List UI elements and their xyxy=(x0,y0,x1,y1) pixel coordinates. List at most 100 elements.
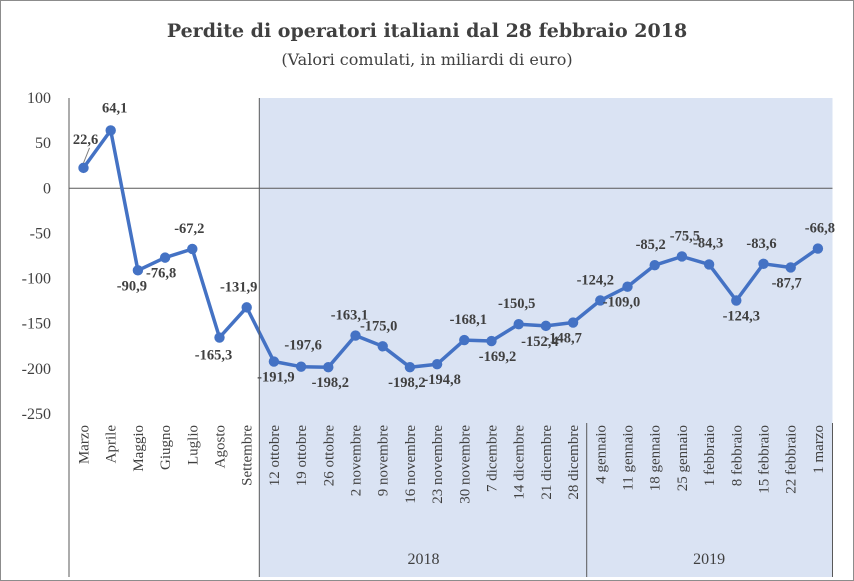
data-label: -197,6 xyxy=(284,338,321,354)
x-tick-label: 15 febbraio xyxy=(757,425,773,494)
x-tick-label: 19 ottobre xyxy=(294,425,310,487)
data-label: -165,3 xyxy=(195,348,232,364)
data-point xyxy=(622,281,633,292)
data-point xyxy=(513,318,524,330)
x-tick-label: Maggio xyxy=(131,425,147,472)
data-point xyxy=(431,358,443,370)
x-tick-label: Luglio xyxy=(185,425,201,465)
y-tick-label: -250 xyxy=(22,406,51,423)
data-label: 64,1 xyxy=(102,100,127,116)
data-point xyxy=(78,162,89,174)
x-tick-label: 4 gennaio xyxy=(593,425,609,484)
data-label: 22,6 xyxy=(73,132,98,148)
data-label: -169,2 xyxy=(479,349,516,365)
data-point xyxy=(703,259,715,270)
data-point xyxy=(187,243,198,255)
data-label: -76,8 xyxy=(146,266,176,282)
data-label: -131,9 xyxy=(220,279,257,295)
data-label: -175,0 xyxy=(360,318,397,334)
x-tick-label: 12 ottobre xyxy=(267,425,283,487)
x-tick-label: 11 gennaio xyxy=(621,425,637,491)
x-tick-label: 8 febbraio xyxy=(729,425,745,486)
chart-subtitle: (Valori comulati, in miliardi di euro) xyxy=(281,50,572,69)
x-tick-label: 2 novembre xyxy=(349,425,365,497)
data-point xyxy=(241,302,252,313)
data-point xyxy=(132,265,144,276)
x-tick-label: Agosto xyxy=(213,425,229,468)
data-point xyxy=(214,332,225,343)
data-point xyxy=(595,295,606,306)
data-point xyxy=(676,251,688,262)
y-tick-label: -50 xyxy=(30,225,51,242)
data-label: -148,7 xyxy=(544,331,581,347)
x-tick-label: Giugno xyxy=(158,425,174,470)
data-label: -67,2 xyxy=(174,221,204,237)
data-label: -87,7 xyxy=(772,275,802,291)
data-point xyxy=(758,258,769,269)
y-tick-label: 0 xyxy=(43,180,51,197)
data-label: -90,9 xyxy=(117,278,147,294)
data-point xyxy=(567,317,579,328)
y-tick-label: -150 xyxy=(22,316,51,333)
series-line-group xyxy=(78,125,824,373)
data-label: -66,8 xyxy=(805,221,835,237)
data-point xyxy=(649,260,660,271)
group-label: 2018 xyxy=(408,551,440,568)
x-tick-label: 22 febbraio xyxy=(784,425,800,494)
x-tick-label: 18 gennaio xyxy=(648,425,664,491)
data-point xyxy=(323,362,334,373)
data-point xyxy=(377,341,388,352)
data-label: -152,4 xyxy=(521,334,558,350)
series-line xyxy=(82,128,819,369)
x-tick-label: 30 novembre xyxy=(457,425,473,504)
data-point xyxy=(785,262,796,273)
data-point xyxy=(268,356,280,367)
data-label: -194,8 xyxy=(423,372,460,388)
x-tick-label: 26 ottobre xyxy=(321,425,337,487)
data-label: -198,2 xyxy=(312,375,349,391)
x-tick-label: 21 dicembre xyxy=(539,425,555,500)
x-axis: Marzo Aprile Maggio Giugno Luglio Agosto Sette… xyxy=(77,425,827,504)
y-axis: 100 50 0 -50 -100 -150 -200 -250 xyxy=(22,90,833,577)
x-tick-label: 1 marzo xyxy=(811,425,827,474)
x-tick-label: 23 novembre xyxy=(430,425,446,504)
x-tick-label: 14 dicembre xyxy=(512,425,528,500)
x-tick-label: 16 novembre xyxy=(403,425,419,504)
x-tick-label: 1 febbraio xyxy=(702,425,718,486)
data-label: -168,1 xyxy=(450,312,487,328)
data-label: -198,2 xyxy=(388,375,425,391)
data-label: -124,2 xyxy=(577,272,614,288)
x-tick-label: Marzo xyxy=(77,425,93,464)
data-label: -83,6 xyxy=(746,236,776,252)
data-label: -75,5 xyxy=(670,228,700,244)
group-label: 2019 xyxy=(693,551,725,568)
data-label: -191,9 xyxy=(257,370,294,386)
data-label: -150,5 xyxy=(498,296,535,312)
y-tick-label: 100 xyxy=(27,90,51,107)
x-tick-label: Aprile xyxy=(104,425,120,464)
chart-title: Perdite di operatori italiani dal 28 feb… xyxy=(167,20,687,42)
y-tick-label: -100 xyxy=(22,271,51,288)
data-point xyxy=(731,295,742,306)
data-label: -163,1 xyxy=(331,308,368,324)
data-point xyxy=(540,320,552,332)
data-point xyxy=(459,334,470,346)
data-labels: 22,664,1 -90,9-76,8 -67,2 -165,3 -131,9 -191,… xyxy=(73,100,835,391)
data-label-leader xyxy=(83,147,90,164)
y-tick-label: 50 xyxy=(35,135,51,152)
x-tick-label: Settembre xyxy=(240,425,256,486)
data-label: -84,3 xyxy=(693,235,723,251)
x-tick-label: 9 novembre xyxy=(376,425,392,497)
data-point xyxy=(159,252,171,263)
x-tick-label: 28 dicembre xyxy=(566,425,582,500)
data-point xyxy=(350,330,361,341)
data-point xyxy=(295,361,307,372)
y-tick-label: -200 xyxy=(22,361,51,378)
data-point xyxy=(404,362,416,373)
data-label: -124,3 xyxy=(723,309,760,325)
data-point xyxy=(486,335,497,347)
data-label: -85,2 xyxy=(636,237,666,253)
data-label: -109,0 xyxy=(603,295,640,311)
